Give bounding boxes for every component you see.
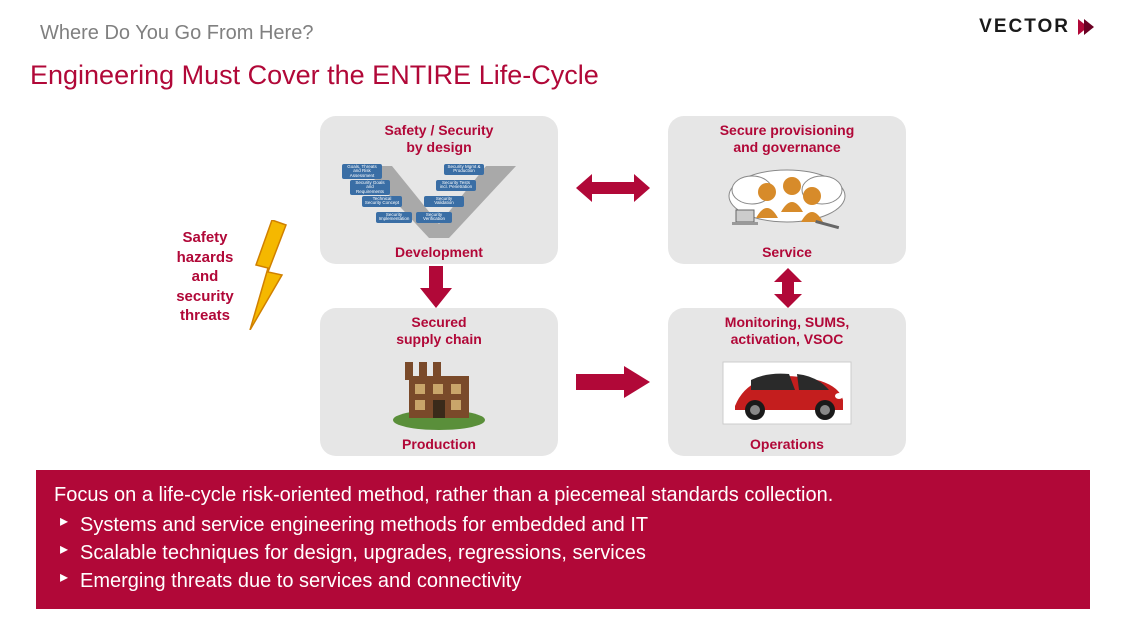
- card-footer: Service: [762, 244, 812, 260]
- lightning-bolt-icon: [246, 220, 290, 330]
- v-model-graphic: Goals, Threats and Risk Assessment Secur…: [328, 158, 550, 244]
- breadcrumb: Where Do You Go From Here?: [40, 22, 313, 45]
- card-title: Monitoring, SUMS, activation, VSOC: [725, 314, 849, 348]
- card-title: Secured supply chain: [396, 314, 482, 348]
- card-service: Secure provisioning and governance: [668, 116, 906, 264]
- chevron-right-icon: [1076, 17, 1096, 37]
- footer-lead: Focus on a life-cycle risk-oriented meth…: [54, 482, 1072, 509]
- arrow-dev-prod: [416, 266, 456, 308]
- page-title: Engineering Must Cover the ENTIRE Life-C…: [30, 60, 599, 91]
- lifecycle-diagram: Safety hazards and security threats Safe…: [0, 110, 1126, 470]
- footer-bullet: Emerging threats due to services and con…: [54, 567, 1072, 595]
- footer-bullets: Systems and service engineering methods …: [54, 511, 1072, 595]
- card-footer: Production: [402, 436, 476, 452]
- arrow-svc-ops: [768, 268, 808, 308]
- footer-callout: Focus on a life-cycle risk-oriented meth…: [36, 470, 1090, 609]
- card-operations: Monitoring, SUMS, activation, VSOC Opera…: [668, 308, 906, 456]
- card-title: Secure provisioning and governance: [720, 122, 855, 156]
- arrow-prod-ops: [576, 362, 650, 402]
- card-production: Secured supply chain Production: [320, 308, 558, 456]
- footer-bullet: Systems and service engineering methods …: [54, 511, 1072, 539]
- hazards-label: Safety hazards and security threats: [165, 228, 245, 326]
- logo: VECTOR: [979, 16, 1096, 38]
- factory-graphic: [328, 350, 550, 436]
- arrow-dev-svc: [576, 168, 650, 208]
- card-footer: Development: [395, 244, 483, 260]
- card-development: Safety / Security by design Goals, Threa…: [320, 116, 558, 264]
- car-graphic: [676, 350, 898, 436]
- governance-graphic: [676, 158, 898, 244]
- card-title: Safety / Security by design: [385, 122, 494, 156]
- footer-bullet: Scalable techniques for design, upgrades…: [54, 539, 1072, 567]
- logo-text: VECTOR: [979, 16, 1070, 38]
- card-footer: Operations: [750, 436, 824, 452]
